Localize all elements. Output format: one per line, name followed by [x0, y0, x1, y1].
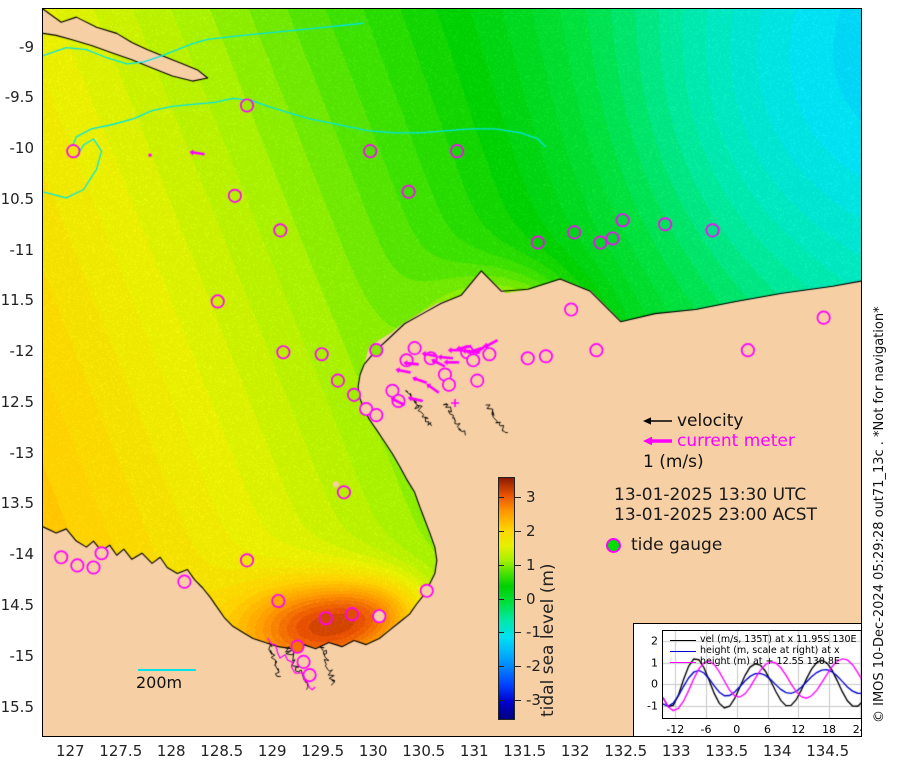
latitude-tick-label: -14: [9, 545, 35, 564]
colorbar-title-text: tidal sea level (m): [538, 563, 558, 717]
inset-x-axis-tick: 18: [821, 723, 836, 736]
tide-gauge-legend-marker: [606, 538, 621, 553]
colorbar-tick: [515, 531, 521, 532]
latitude-tick-label: -15: [9, 646, 35, 665]
inset-left-axis-tick: 0: [651, 677, 658, 691]
longitude-tick-label: 132.5: [604, 742, 648, 760]
colorbar-tick: [498, 699, 504, 701]
inset-x-axis-tick: 6: [764, 723, 771, 736]
velocity-scale-label: 1 (m/s): [643, 452, 704, 472]
longitude-tick-label: 128: [156, 742, 186, 760]
colorbar-tick-label: 1: [526, 555, 536, 574]
latitude-tick-label: -12: [9, 342, 35, 361]
map-plot-area[interactable]: 200m 3 2 1 0 -1 -2 -3 tidal sea level (m) velo…: [42, 8, 862, 737]
inset-x-axis-tick: -6: [700, 723, 712, 736]
velocity-legend-arrow: [643, 417, 672, 425]
longitude-tick-label: 132: [560, 742, 590, 760]
latitude-tick-label: -9.5: [4, 88, 34, 107]
colorbar-title: tidal sea level (m): [538, 479, 561, 719]
inset-x-axis-tick: 24: [852, 723, 861, 736]
colorbar-tick: [498, 666, 504, 667]
colorbar-tick-label: 0: [526, 589, 536, 608]
longitude-tick-label: 133: [661, 742, 691, 760]
inset-legend-label: height (m) at + 12.5S 130.8E: [700, 656, 840, 667]
colorbar-tick-label: -1: [526, 623, 541, 642]
colorbar-tick: [498, 632, 504, 634]
inset-legend-label: height (m, scale at right) at x: [700, 645, 840, 656]
longitude-tick-label: 128.5: [200, 742, 244, 760]
longitude-tick-label: 127: [55, 742, 85, 760]
longitude-tick-label: 130: [358, 742, 388, 760]
colorbar-tick: [498, 531, 504, 532]
inset-left-axis-tick: 1: [651, 656, 658, 670]
colorbar-tick: [515, 699, 521, 701]
latitude-tick-label: -14.5: [0, 596, 34, 615]
tide-gauge-legend-label: tide gauge: [631, 535, 723, 555]
colorbar-tick: [515, 666, 521, 667]
latitude-tick-label: -11: [9, 240, 35, 259]
colorbar-tick: [515, 632, 521, 634]
inset-left-axis-tick: -1: [647, 699, 658, 713]
latitude-tick-label: -10: [9, 139, 35, 158]
colorbar-tick: [498, 564, 504, 566]
inset-legend-swatch: [670, 640, 696, 641]
copyright-text: © IMOS 10-Dec-2024 05:29:28 out71_13c . …: [872, 306, 887, 723]
colorbar-tick: [498, 497, 504, 499]
colorbar-tick-label: 2: [526, 522, 536, 540]
colorbar-tick-label: 3: [526, 488, 536, 507]
inset-left-axis-tick: 2: [651, 634, 658, 648]
latitude-tick-label: -15.5: [0, 697, 34, 716]
longitude-tick-label: 134.5: [806, 742, 850, 760]
inset-series-canvas: [663, 631, 861, 718]
longitude-tick-label: 130.5: [402, 742, 446, 760]
latitude-tick-label: -13.5: [0, 494, 34, 513]
colorbar-tick-label: -3: [526, 690, 541, 709]
longitude-tick-label: 127.5: [99, 742, 143, 760]
inset-plot-area: [662, 630, 861, 719]
latitude-tick-label: -11.5: [0, 291, 34, 310]
timestamp-local: 13-01-2025 23:00 ACST: [614, 505, 817, 525]
current-meter-legend-label: current meter: [677, 431, 795, 451]
longitude-tick-label: 134: [762, 742, 792, 760]
latitude-tick-label: -13: [9, 443, 35, 462]
timestamp-utc: 13-01-2025 13:30 UTC: [614, 485, 807, 505]
velocity-legend-label: velocity: [677, 411, 744, 431]
inset-x-axis-tick: -12: [666, 723, 685, 736]
tide-timeseries-inset[interactable]: vel (m/s, 135T) at x 11.95S 130E height (…: [633, 623, 861, 736]
scale-bar-label: 200m: [136, 673, 183, 692]
copyright-credit: © IMOS 10-Dec-2024 05:29:28 out71_13c . …: [863, 0, 899, 737]
longitude-tick-label: 129: [257, 742, 287, 760]
inset-legend-label: vel (m/s, 135T) at x 11.95S 130E: [700, 634, 857, 645]
colorbar-tick: [515, 598, 521, 600]
inset-legend-swatch: [670, 662, 696, 663]
colorbar-tick: [515, 564, 521, 566]
colorbar-tick: [498, 598, 504, 600]
latitude-tick-label: -10.5: [0, 189, 34, 208]
latitude-tick-label: -12.5: [0, 392, 34, 411]
colorbar-tick: [515, 497, 521, 499]
latitude-tick-label: -9: [19, 37, 34, 56]
longitude-tick-label: 129.5: [301, 742, 345, 760]
current-meter-legend-arrow: [643, 436, 672, 446]
map-field-canvas: [43, 9, 861, 736]
longitude-tick-label: 131.5: [503, 742, 547, 760]
scale-bar-line: [138, 669, 196, 671]
colorbar-tick-label: -2: [526, 657, 541, 675]
inset-x-axis-tick: 0: [733, 723, 741, 736]
longitude-tick-label: 133.5: [705, 742, 749, 760]
inset-legend-swatch: [670, 651, 696, 652]
longitude-tick-label: 131: [459, 742, 489, 760]
inset-x-axis-tick: 12: [791, 723, 806, 736]
